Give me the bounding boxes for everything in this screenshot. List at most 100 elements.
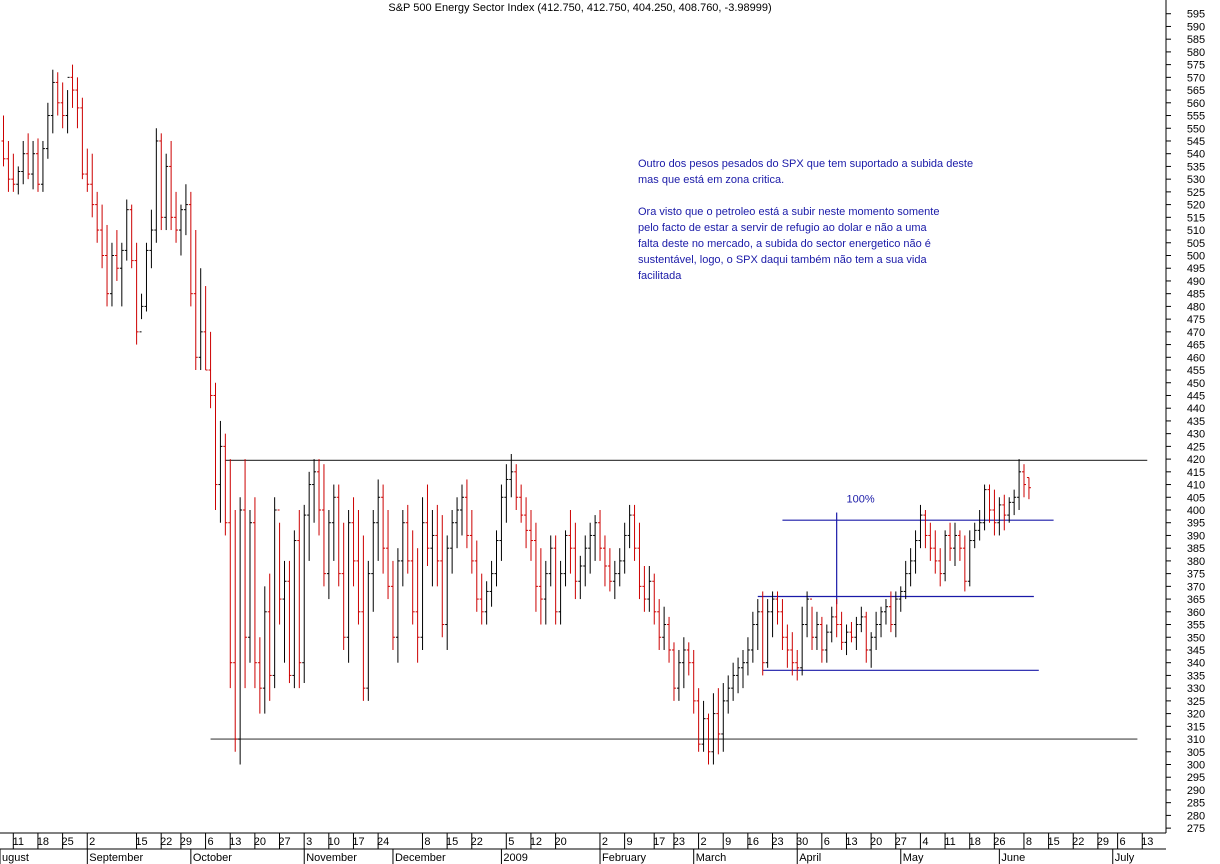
y-tick-label: 390 (1187, 530, 1205, 542)
ohlc-bar (706, 713, 711, 765)
annotation-text: Outro dos pesos pesados do SPX que tem s… (638, 156, 1018, 300)
ohlc-bar (105, 224, 110, 307)
ohlc-bar (16, 166, 21, 195)
ohlc-bar (726, 675, 731, 714)
ohlc-bar (361, 535, 366, 701)
ohlc-bar (834, 599, 839, 638)
y-tick-label: 525 (1187, 187, 1205, 199)
ohlc-bar (558, 560, 563, 625)
ohlc-bar (459, 484, 464, 536)
ohlc-bar (341, 522, 346, 650)
ohlc-bar (297, 510, 302, 689)
ohlc-bar (425, 484, 430, 566)
ohlc-bar (193, 230, 198, 371)
ohlc-bar (1022, 464, 1027, 498)
ohlc-bar (321, 464, 326, 587)
y-tick-label: 325 (1187, 696, 1205, 708)
x-month-label: 2009 (503, 852, 527, 864)
ohlc-bar (60, 82, 65, 129)
ohlc-bar (213, 382, 218, 510)
ohlc-bar (741, 649, 745, 689)
annotation-paragraph-1: Outro dos pesos pesados do SPX que tem s… (638, 158, 974, 186)
ohlc-bar (588, 522, 593, 574)
y-tick-label: 310 (1187, 734, 1205, 746)
ohlc-bar (627, 504, 632, 549)
y-tick-label: 475 (1187, 314, 1205, 326)
ohlc-bar (883, 599, 888, 625)
ohlc-bar (494, 530, 499, 587)
y-tick-label: 410 (1187, 480, 1205, 492)
x-day-label: 17 (653, 836, 665, 848)
ohlc-bar (109, 242, 114, 307)
ohlc-bar (400, 510, 405, 587)
ohlc-bar (188, 191, 193, 307)
y-tick-label: 350 (1187, 632, 1205, 644)
ohlc-bar (312, 459, 317, 523)
y-tick-label: 280 (1187, 810, 1205, 822)
y-tick-label: 395 (1187, 518, 1205, 530)
y-tick-label: 570 (1187, 72, 1205, 84)
ohlc-bar (731, 662, 736, 701)
ohlc-bar (1007, 497, 1012, 523)
ohlc-bar (223, 433, 228, 536)
ohlc-bar (923, 510, 928, 549)
x-day-label: 22 (471, 836, 483, 848)
ohlc-bar (765, 599, 770, 668)
x-day-label: 8 (1026, 836, 1032, 848)
ohlc-bar (440, 515, 445, 638)
ohlc-bar (957, 530, 962, 561)
ohlc-bar (898, 586, 903, 612)
ohlc-bar (642, 565, 647, 612)
ohlc-bar (228, 459, 233, 689)
ohlc-bar (40, 140, 45, 192)
ohlc-bar (583, 535, 588, 587)
x-day-label: 6 (207, 836, 213, 848)
ohlc-bar (450, 510, 455, 574)
chart-title: S&P 500 Energy Sector Index (412.750, 41… (388, 2, 772, 14)
ohlc-bar (371, 510, 376, 612)
annotation-paragraph-2: Ora visto que o petroleo está a subir ne… (638, 206, 940, 282)
ohlc-bar (686, 642, 691, 676)
y-tick-label: 425 (1187, 441, 1205, 453)
ohlc-bar (178, 204, 183, 256)
ohlc-bar (376, 479, 381, 561)
y-tick-label: 465 (1187, 340, 1205, 352)
ohlc-bar (85, 148, 90, 192)
ohlc-bar (908, 548, 913, 587)
ohlc-bar (879, 606, 884, 638)
ohlc-bar (593, 515, 598, 561)
y-tick-label: 330 (1187, 683, 1205, 695)
ohlc-bar (50, 69, 55, 134)
ohlc-bar (617, 548, 622, 587)
ohlc-bar (198, 268, 203, 371)
y-tick-label: 375 (1187, 569, 1205, 581)
y-tick-label: 385 (1187, 543, 1205, 555)
x-day-label: 29 (1097, 836, 1109, 848)
ohlc-bar (785, 624, 790, 668)
ohlc-bar (997, 497, 1002, 536)
x-day-label: 20 (870, 836, 882, 848)
x-day-label: 22 (1072, 836, 1084, 848)
ohlc-bar (80, 97, 85, 180)
ohlc-bar (780, 599, 785, 650)
x-day-label: 17 (352, 836, 364, 848)
ohlc-bar (533, 522, 538, 612)
y-tick-label: 305 (1187, 747, 1205, 759)
ohlc-bar (524, 497, 529, 549)
ohlc-bar (943, 530, 948, 582)
ohlc-bar (55, 72, 60, 116)
ohlc-bar (70, 64, 75, 108)
y-tick-label: 540 (1187, 149, 1205, 161)
ohlc-bar (667, 616, 672, 663)
x-day-label: 2 (602, 836, 608, 848)
ohlc-bar (928, 522, 933, 561)
x-month-label: March (696, 852, 727, 864)
y-tick-label: 415 (1187, 467, 1205, 479)
y-tick-label: 345 (1187, 645, 1205, 657)
ohlc-bar (366, 560, 371, 701)
y-tick-label: 365 (1187, 594, 1205, 606)
measure-label: 100% (847, 493, 875, 505)
ohlc-bar (233, 510, 238, 752)
ohlc-bar (982, 484, 987, 531)
y-tick-label: 490 (1187, 276, 1205, 288)
